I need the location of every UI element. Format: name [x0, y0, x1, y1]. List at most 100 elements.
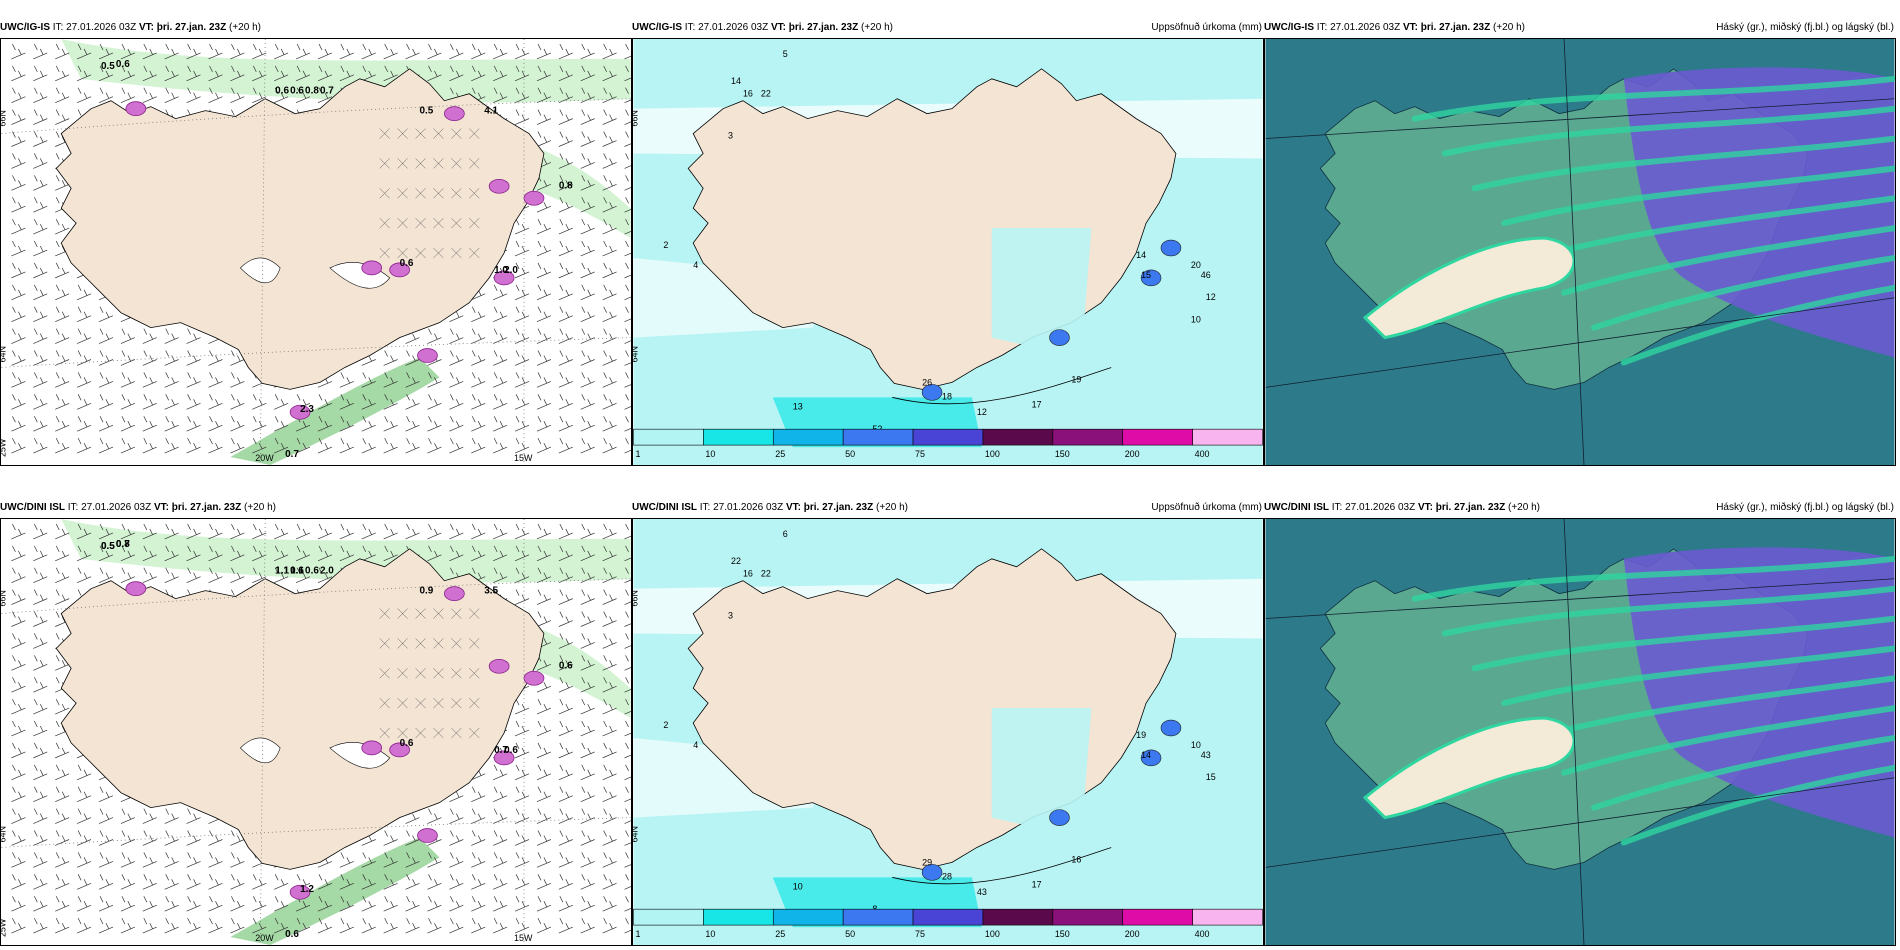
wind-barb: [624, 284, 631, 301]
wind-barb: [471, 896, 486, 912]
wind-barb: [514, 284, 530, 301]
colorbar: 1 10 25 50 75 100 150 200 400: [633, 908, 1263, 939]
wind-barb: [55, 786, 70, 802]
value-label: 0.6: [290, 566, 304, 577]
colorbar-swatch: [982, 428, 1054, 446]
wind-barb: [624, 218, 631, 235]
precip-cell: [361, 740, 383, 756]
lat-label: 66N: [633, 590, 639, 606]
hatch-mark: [451, 217, 462, 229]
wind-barb: [208, 394, 223, 410]
hatch-mark: [433, 697, 444, 709]
wind-barb: [11, 567, 26, 584]
wind-barb: [11, 240, 26, 257]
colorbar-swatch: [1052, 908, 1124, 926]
wind-barb: [186, 896, 201, 912]
hatch-mark: [397, 158, 408, 169]
wind-barb: [76, 416, 92, 432]
wind-barb: [339, 65, 354, 82]
wind-barb: [164, 328, 179, 344]
wind-barb: [120, 896, 135, 912]
wind-barb: [624, 808, 631, 824]
wind-barb: [427, 437, 442, 454]
wind-barb: [33, 240, 48, 257]
wind-barb: [602, 852, 617, 868]
wind-barb: [493, 437, 508, 454]
wind-barb: [55, 437, 70, 454]
value-label: 1.0: [494, 265, 508, 276]
wind-barb: [33, 523, 48, 540]
wind-barb: [536, 698, 552, 715]
valid-prefix: VT:: [138, 22, 154, 33]
wind-barb: [274, 523, 289, 540]
colorbar-tick: 10: [705, 449, 715, 459]
wind-barb: [252, 874, 267, 890]
value-label: 0.7: [320, 86, 334, 97]
wind-barb: [33, 262, 48, 279]
wind-barb: [55, 852, 70, 868]
wind-barb: [33, 175, 48, 191]
wind-barb: [98, 567, 114, 584]
wind-barb: [120, 852, 135, 868]
wind-barb: [164, 372, 179, 388]
wind-barb: [536, 786, 552, 802]
wind-barb: [493, 350, 508, 366]
wind-barb: [602, 416, 617, 432]
value-label: 0.7: [494, 745, 508, 756]
wind-barb: [274, 65, 289, 82]
hatch-mark: [379, 188, 390, 199]
wind-barb: [11, 262, 26, 279]
hatch-mark: [415, 128, 426, 139]
wind-barb: [449, 523, 464, 540]
field-label: Uppsöfnuð úrkoma (mm): [1151, 22, 1262, 33]
wind-barb: [624, 545, 631, 562]
wind-barb: [142, 394, 157, 410]
hatch-mark: [433, 608, 444, 619]
wind-barb: [33, 306, 48, 322]
lead-time: (+20 h): [1508, 502, 1540, 513]
wind-barb: [76, 545, 92, 562]
wind-barb: [98, 43, 114, 60]
map-canvas: [1265, 519, 1895, 945]
wind-barb: [493, 416, 508, 432]
wind-barb: [580, 698, 595, 715]
wind-barb: [55, 306, 70, 322]
wind-barb: [624, 830, 631, 846]
wind-barb: [120, 350, 135, 366]
wind-barb: [514, 87, 530, 104]
wind-barb: [536, 545, 552, 562]
wind-barb: [624, 372, 631, 388]
colorbar-tick: 25: [775, 449, 785, 459]
hatch-mark: [451, 697, 462, 709]
wind-barb: [405, 394, 420, 410]
wind-barb: [33, 611, 48, 627]
cloud-streak: [1620, 284, 1895, 366]
wind-barb: [602, 109, 617, 125]
colorbar-swatch: [703, 908, 774, 926]
wind-barb: [11, 131, 26, 147]
value-label: 46: [1201, 270, 1211, 280]
wind-barb: [427, 65, 442, 82]
cloud-streak: [1471, 135, 1895, 192]
mid-cloud: [1623, 547, 1895, 838]
wind-barb: [558, 830, 573, 846]
wind-barb: [274, 567, 289, 584]
value-label: 43: [1201, 750, 1211, 760]
contour: [892, 367, 1112, 405]
cloud-streak: [1561, 705, 1895, 776]
hatch-mark: [379, 158, 390, 169]
value-label: 0.5: [101, 541, 115, 552]
wind-barb: [493, 567, 508, 584]
wind-barb: [514, 262, 530, 279]
wind-barb: [142, 830, 157, 846]
wind-barb: [536, 240, 552, 257]
wind-barb: [11, 742, 26, 759]
wind-barb: [142, 437, 157, 454]
wind-barb: [602, 372, 617, 388]
precip-cell: [493, 270, 515, 286]
wind-barb: [449, 917, 464, 934]
wind-barb: [339, 896, 354, 912]
value-label: 16: [1071, 854, 1081, 864]
wind-barb: [580, 262, 595, 279]
wind-barb: [98, 87, 114, 104]
